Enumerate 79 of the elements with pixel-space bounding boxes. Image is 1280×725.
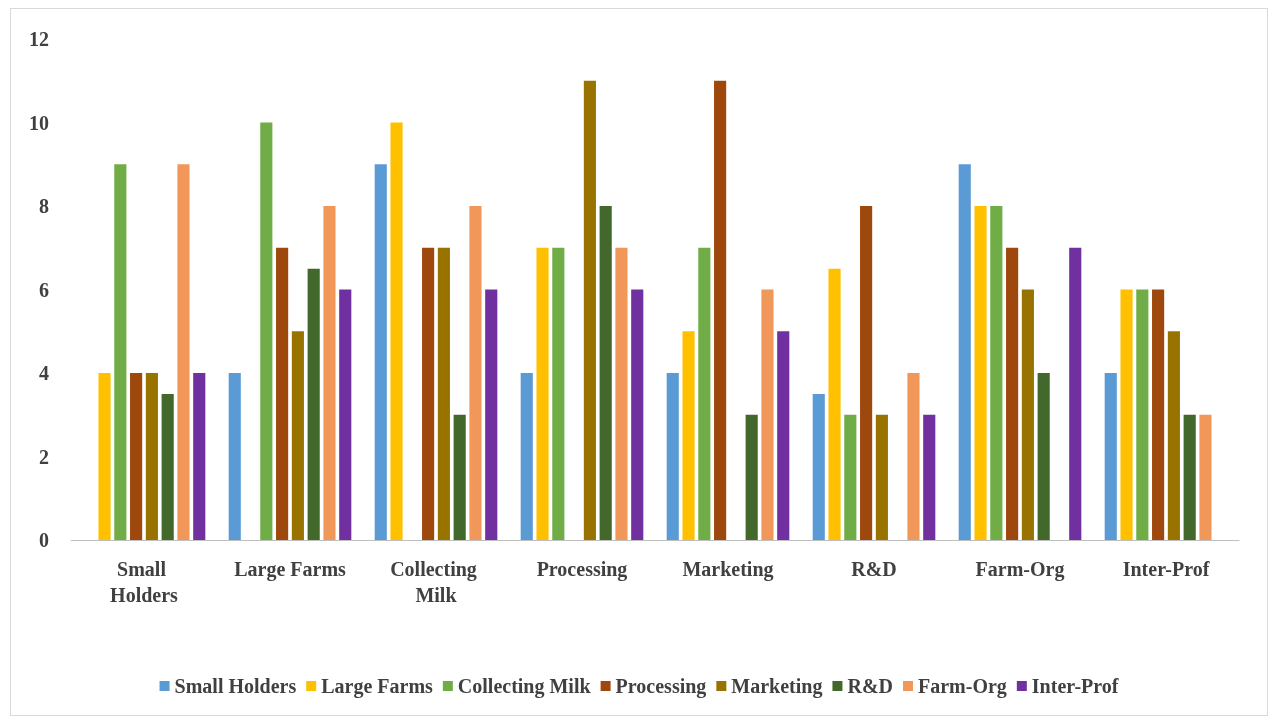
y-tick-label: 2: [39, 445, 49, 468]
legend-label: Processing: [615, 675, 707, 698]
bar: [1069, 247, 1082, 540]
bar: [228, 373, 241, 540]
y-tick-label: 4: [39, 362, 49, 384]
bar: [1006, 247, 1019, 540]
bar: [145, 373, 158, 540]
y-tick-label: 10: [29, 111, 49, 134]
y-tick-label: 6: [39, 278, 49, 301]
bar: [1104, 373, 1117, 540]
bar: [714, 80, 727, 540]
y-tick-label: 0: [39, 529, 49, 551]
bar: [1183, 414, 1196, 540]
legend-label: Inter-Prof: [1031, 675, 1119, 697]
bar: [844, 414, 857, 540]
bar: [291, 331, 304, 540]
bar: [98, 373, 111, 540]
bar: [307, 268, 320, 540]
bar: [1037, 373, 1050, 540]
bar: [260, 122, 273, 540]
bar: [130, 373, 143, 540]
bar: [520, 373, 533, 540]
x-tick-label: Farm-Org: [975, 558, 1065, 581]
bar: [698, 247, 711, 540]
bar: [161, 393, 174, 540]
bar: [828, 268, 841, 540]
bar: [193, 373, 206, 540]
legend-label: R&D: [847, 675, 893, 697]
x-tick-label: Processing: [536, 558, 628, 581]
bar: [437, 247, 450, 540]
legend-label: Marketing: [731, 675, 823, 698]
bar: [682, 331, 695, 540]
bar: [860, 206, 873, 540]
bar: [583, 80, 596, 540]
bar: [958, 164, 971, 540]
bar: [615, 247, 628, 540]
bar: [114, 164, 127, 540]
bar: [1152, 289, 1165, 540]
bar: [323, 206, 336, 540]
bar: [422, 247, 435, 540]
bar: [1120, 289, 1133, 540]
legend-label: Small Holders: [174, 675, 297, 697]
bar: [276, 247, 289, 540]
bar: [907, 373, 920, 540]
bar: [745, 414, 758, 540]
bar: [1136, 289, 1149, 540]
bar: [990, 206, 1003, 540]
bar: [469, 206, 482, 540]
bar: [1167, 331, 1180, 540]
legend-label: Collecting Milk: [457, 675, 592, 698]
bar: [761, 289, 774, 540]
x-tick-label: Inter-Prof: [1122, 558, 1210, 580]
bar: [453, 414, 466, 540]
x-tick-label: Collecting Milk: [390, 558, 482, 606]
bar: [485, 289, 498, 540]
bar: [1021, 289, 1034, 540]
bar: [390, 122, 403, 540]
bar: [875, 414, 888, 540]
bar: [1199, 414, 1212, 540]
y-tick-label: 8: [39, 195, 49, 217]
legend-label: Large Farms: [321, 675, 434, 698]
legend-label: Farm-Org: [917, 675, 1007, 698]
y-tick-label: 12: [29, 28, 49, 50]
bar: [177, 164, 190, 540]
bar: [666, 373, 679, 540]
bar: [974, 206, 987, 540]
x-tick-label: R&D: [851, 558, 897, 580]
bar: [777, 331, 790, 540]
x-tick-label: Marketing: [682, 558, 774, 581]
bar: [374, 164, 387, 540]
bar: [812, 393, 825, 540]
x-tick-label: Large Farms: [234, 558, 347, 581]
x-tick-label: Small Holders: [110, 558, 179, 606]
bar: [599, 206, 612, 540]
bar: [552, 247, 565, 540]
bar: [339, 289, 352, 540]
bar: [536, 247, 549, 540]
bar: [631, 289, 644, 540]
bar: [923, 414, 936, 540]
